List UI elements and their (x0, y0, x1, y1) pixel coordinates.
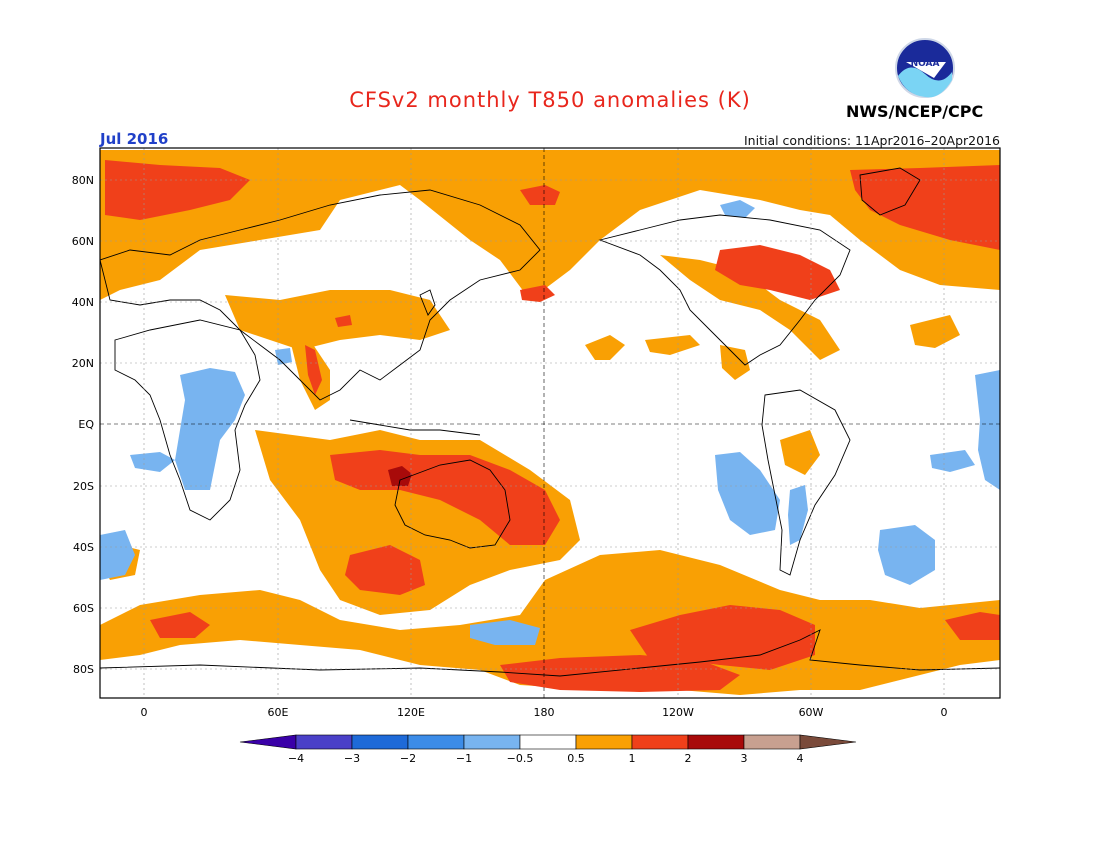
map-title: CFSv2 monthly T850 anomalies (K) (349, 88, 751, 112)
lat-label-7: 60S (73, 602, 94, 615)
lon-label-2: 120E (397, 706, 425, 719)
colorbar-bin-8 (687, 734, 745, 750)
lon-label-4: 120W (662, 706, 694, 719)
initial-conditions: Initial conditions: 11Apr2016–20Apr2016 (744, 133, 1000, 148)
colorbar-arrow-high (799, 734, 857, 750)
noaa-logo-text: NOAA (911, 59, 940, 69)
coastlines (100, 167, 1000, 677)
colorbar-label-0: −4 (288, 752, 304, 765)
colorbar-bin-9 (743, 734, 801, 750)
colorbar-label-2: −2 (400, 752, 416, 765)
colorbar-bin-6 (575, 734, 633, 750)
lat-label-5: 20S (73, 480, 94, 493)
lon-label-3: 180 (534, 706, 555, 719)
lat-label-1: 60N (72, 235, 94, 248)
lat-label-0: 80N (72, 174, 94, 187)
colorbar-label-3: −1 (456, 752, 472, 765)
noaa-logo: NOAA (895, 38, 955, 98)
latitude-labels: 80N 60N 40N 20N EQ 20S 40S 60S 80S (72, 174, 95, 676)
lon-label-1: 60E (268, 706, 289, 719)
colorbar-bin-7 (631, 734, 689, 750)
colorbar-bin-5 (519, 734, 577, 750)
colorbar-bin-3 (407, 734, 465, 750)
graticule (100, 148, 1000, 698)
colorbar: −4 −3 −2 −1 −0.5 0.5 1 2 3 4 (239, 734, 857, 765)
lat-label-6: 40S (73, 541, 94, 554)
lat-label-8: 80S (73, 663, 94, 676)
lon-label-5: 60W (799, 706, 824, 719)
colorbar-bin-1 (295, 734, 353, 750)
colorbar-label-5: 0.5 (567, 752, 585, 765)
anomaly-fields (100, 150, 1000, 695)
colorbar-label-7: 2 (685, 752, 692, 765)
colorbar-label-8: 3 (741, 752, 748, 765)
lat-label-4: EQ (78, 418, 94, 431)
colorbar-bin-2 (351, 734, 409, 750)
anomaly-positive-moderate (105, 160, 1000, 692)
colorbar-arrow-low (239, 734, 297, 750)
lat-label-3: 20N (72, 357, 94, 370)
forecast-month: Jul 2016 (100, 130, 169, 148)
anomaly-negative-weak (100, 200, 1000, 645)
colorbar-label-4: −0.5 (507, 752, 534, 765)
colorbar-label-9: 4 (797, 752, 804, 765)
colorbar-label-1: −3 (344, 752, 360, 765)
lon-label-0: 0 (141, 706, 148, 719)
agency-label: NWS/NCEP/CPC (846, 102, 984, 121)
map-frame (99, 147, 1001, 699)
colorbar-bin-4 (463, 734, 521, 750)
lon-label-6: 0 (941, 706, 948, 719)
anomaly-positive-strong (388, 466, 412, 486)
longitude-labels: 0 60E 120E 180 120W 60W 0 (141, 706, 948, 719)
lat-label-2: 40N (72, 296, 94, 309)
colorbar-label-6: 1 (629, 752, 636, 765)
